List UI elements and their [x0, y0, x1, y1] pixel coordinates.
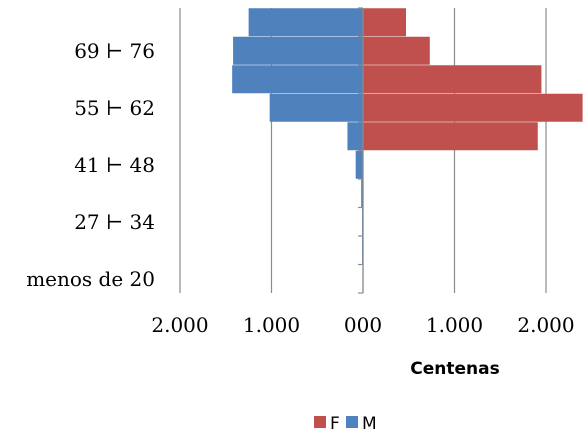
x-tick-labels: 2.000 1.000 000 1.000 2.000	[151, 313, 574, 337]
category-label: 55 ⊢ 62	[74, 96, 155, 120]
bar-f-7	[363, 65, 542, 94]
x-tick-label: 2.000	[517, 313, 574, 337]
category-label: 69 ⊢ 76	[74, 39, 155, 63]
legend-label-m: M	[362, 414, 377, 434]
category-axis	[358, 7, 364, 294]
category-label: 27 ⊢ 34	[74, 210, 155, 234]
bar-m-6	[269, 93, 363, 122]
x-tick-label: 1.000	[243, 313, 300, 337]
x-tick-label: 000	[344, 313, 382, 337]
bars	[232, 8, 583, 293]
bar-m-4	[355, 150, 363, 179]
x-tick-label: 2.000	[151, 313, 208, 337]
bar-f-6	[363, 93, 583, 122]
bar-m-7	[232, 65, 363, 94]
bar-m-5	[347, 122, 363, 151]
legend-swatch-m	[346, 416, 358, 428]
bar-m-8	[233, 36, 363, 65]
category-labels: menos de 20 27 ⊢ 34 41 ⊢ 48 55 ⊢ 62 69 ⊢ 76	[26, 39, 155, 291]
x-axis-title: Centenas	[410, 359, 499, 379]
legend-label-f: F	[330, 414, 340, 434]
bar-f-5	[363, 122, 538, 151]
category-label: menos de 20	[26, 267, 155, 291]
category-label: 41 ⊢ 48	[74, 153, 155, 177]
bar-f-9	[363, 8, 407, 37]
bar-m-3	[361, 179, 363, 208]
bar-m-9	[248, 8, 363, 37]
legend-swatch-f	[314, 416, 326, 428]
x-tick-label: 1.000	[426, 313, 483, 337]
bar-f-8	[363, 36, 430, 65]
